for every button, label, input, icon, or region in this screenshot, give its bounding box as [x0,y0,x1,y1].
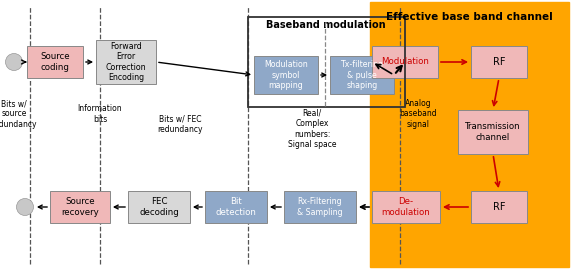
Text: De-
modulation: De- modulation [381,197,431,217]
FancyBboxPatch shape [330,56,394,94]
FancyBboxPatch shape [458,110,528,154]
FancyBboxPatch shape [471,191,527,223]
FancyBboxPatch shape [370,2,569,267]
Text: Real/
Complex
numbers:
Signal space: Real/ Complex numbers: Signal space [288,109,336,149]
Text: Modulation: Modulation [381,58,429,66]
Text: Source
recovery: Source recovery [61,197,99,217]
Text: Effective base band channel: Effective base band channel [385,12,552,22]
Text: Modulation
symbol
mapping: Modulation symbol mapping [264,60,308,90]
Circle shape [6,54,22,70]
Text: Analog
baseband
signal: Analog baseband signal [399,99,437,129]
Text: Information
bits: Information bits [78,104,122,124]
Text: Forward
Error
Correction
Encoding: Forward Error Correction Encoding [106,42,146,82]
Text: RF: RF [493,57,505,67]
Text: FEC
decoding: FEC decoding [139,197,179,217]
FancyBboxPatch shape [284,191,356,223]
FancyBboxPatch shape [372,191,440,223]
Circle shape [17,199,34,215]
FancyBboxPatch shape [205,191,267,223]
FancyBboxPatch shape [27,46,83,78]
Text: Bits w/
source
redundancy: Bits w/ source redundancy [0,99,37,129]
Text: Baseband modulation: Baseband modulation [266,20,386,30]
FancyBboxPatch shape [50,191,110,223]
Text: Rx-Filtering
& Sampling: Rx-Filtering & Sampling [297,197,343,217]
FancyBboxPatch shape [471,46,527,78]
Text: Bits w/ FEC
redundancy: Bits w/ FEC redundancy [157,114,203,134]
FancyBboxPatch shape [254,56,318,94]
FancyBboxPatch shape [96,40,156,84]
FancyBboxPatch shape [128,191,190,223]
FancyBboxPatch shape [372,46,438,78]
Text: Source
coding: Source coding [40,52,70,72]
Text: Bit
detection: Bit detection [216,197,256,217]
Text: RF: RF [493,202,505,212]
Text: Transmission
channel: Transmission channel [465,122,521,142]
Text: Tx-filtering
& pulse
shaping: Tx-filtering & pulse shaping [340,60,384,90]
